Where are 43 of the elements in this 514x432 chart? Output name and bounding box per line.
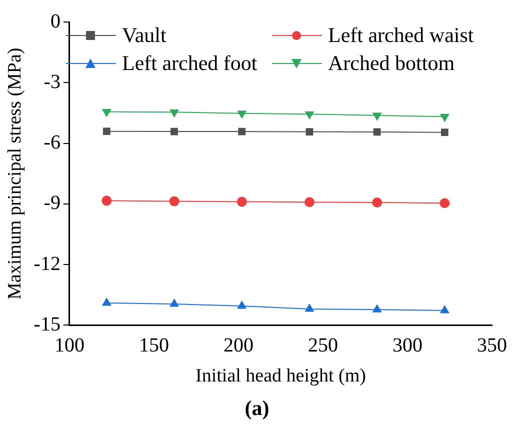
y-tick-label: -6	[44, 132, 60, 154]
y-tick-label: -9	[44, 192, 60, 214]
point	[238, 128, 246, 136]
point	[102, 196, 112, 206]
point	[440, 305, 450, 314]
point	[372, 112, 382, 120]
point	[372, 198, 382, 208]
point	[304, 197, 314, 208]
point	[102, 298, 112, 306]
point	[306, 128, 314, 136]
point	[102, 128, 110, 136]
point	[237, 110, 246, 118]
point	[305, 304, 314, 312]
legend-label: Arched bottom	[328, 50, 455, 76]
legend-label: Left arched waist	[328, 22, 474, 48]
point	[372, 304, 382, 312]
point	[170, 298, 179, 307]
x-axis-title: Initial head height (m)	[196, 366, 366, 387]
y-tick-label: -15	[34, 313, 60, 336]
x-tick-label: 100	[54, 334, 84, 356]
point	[440, 198, 450, 208]
x-tick-label: 150	[138, 334, 169, 356]
legend-label: Vault	[122, 22, 166, 48]
point	[440, 114, 450, 122]
y-tick-label: -3	[44, 70, 60, 93]
point	[237, 301, 246, 309]
point	[373, 128, 381, 136]
point	[305, 111, 314, 120]
point	[440, 128, 448, 136]
y-axis-title: Maximum principal stress (MPa)	[4, 48, 26, 300]
point	[102, 108, 112, 117]
x-tick-label: 250	[308, 334, 338, 356]
y-tick-label: 0	[50, 10, 60, 32]
x-tick-label: 300	[392, 334, 422, 356]
x-tick-label: 350	[477, 334, 507, 356]
legend-label: Left arched foot	[122, 50, 258, 76]
text: (a)	[244, 396, 270, 421]
point	[236, 196, 247, 207]
x-tick-label: 200	[223, 334, 254, 356]
point	[169, 196, 180, 206]
point	[170, 109, 179, 118]
y-tick-label: -12	[34, 252, 60, 275]
point	[170, 128, 178, 136]
